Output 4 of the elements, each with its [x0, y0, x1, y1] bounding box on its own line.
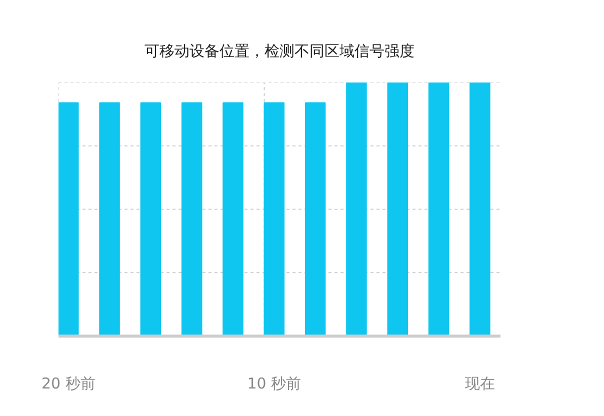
x-tick-label: 20 秒前 [41, 374, 96, 392]
x-tick-label: 现在 [464, 374, 495, 392]
chart-title: 可移动设备位置，检测不同区域信号强度 [144, 42, 414, 60]
x-tick-label: 10 秒前 [247, 374, 302, 392]
